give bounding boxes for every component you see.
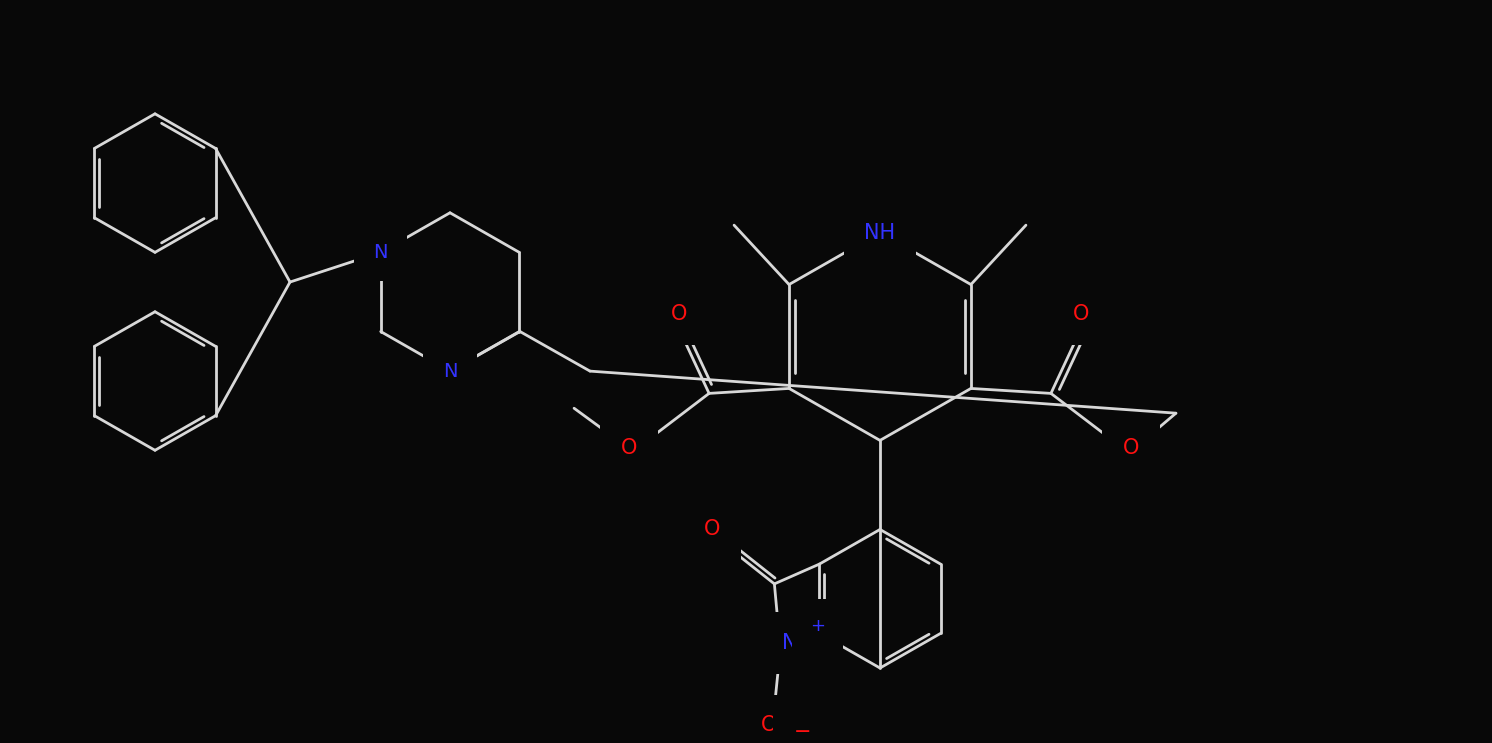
Text: O: O (621, 438, 637, 458)
Text: N: N (373, 243, 388, 262)
Text: NH: NH (864, 223, 895, 242)
Text: +: + (810, 617, 825, 635)
Text: O: O (761, 716, 777, 736)
Text: O: O (1123, 438, 1138, 458)
Text: O: O (671, 304, 688, 324)
Text: N: N (782, 633, 797, 653)
Text: O: O (704, 519, 721, 539)
Text: −: − (794, 722, 812, 742)
Text: N: N (443, 362, 457, 380)
Text: O: O (1073, 304, 1089, 324)
